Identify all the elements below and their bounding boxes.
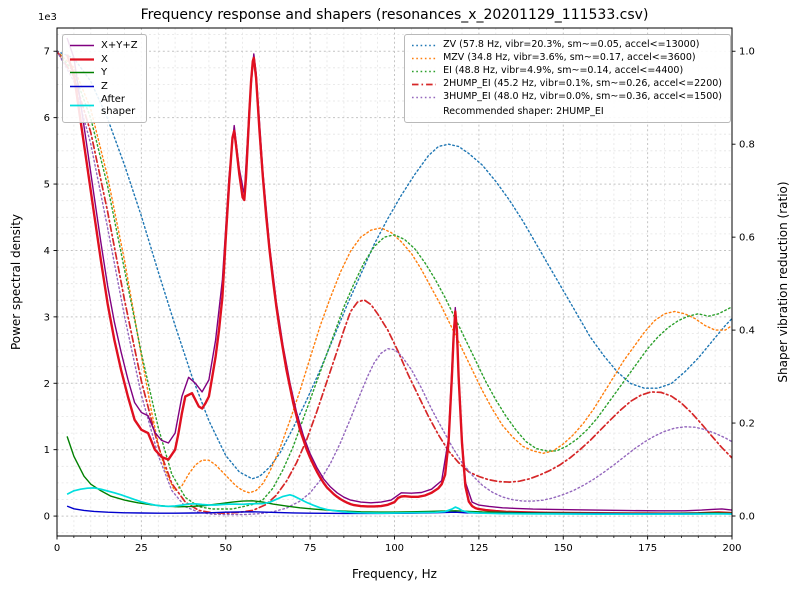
curve-psd-x — [65, 54, 732, 515]
y-right-tick-label: 0.8 — [739, 140, 755, 151]
legend-swatch-3hump-ei — [412, 96, 437, 99]
y-axis-left-label: Power spectral density — [9, 213, 23, 351]
x-axis-label: Frequency, Hz — [352, 567, 437, 581]
legend-swatch-2hump-ei — [412, 83, 437, 86]
legend-item-label: X — [101, 53, 108, 65]
legend-item-2hump-ei: 2HUMP_EI (45.2 Hz, vibr=0.1%, sm~=0.26, … — [411, 78, 722, 91]
legend-swatch-z — [70, 85, 94, 87]
legend-item-label: X+Y+Z — [101, 40, 138, 51]
legend-item-3hump-ei: 3HUMP_EI (48.0 Hz, vibr=0.0%, sm~=0.36, … — [411, 91, 722, 104]
legend-item-y: Y — [69, 66, 138, 80]
y-left-tick-label: 7 — [44, 47, 50, 58]
legend-swatch-zv — [412, 44, 437, 47]
y-left-tick-label: 5 — [44, 180, 50, 191]
y-axis-right-label: Shaper vibration reduction (ratio) — [776, 181, 790, 383]
y-left-tick-label: 4 — [44, 246, 50, 257]
legend-item-zv: ZV (57.8 Hz, vibr=20.3%, sm~=0.05, accel… — [411, 39, 722, 52]
legend-item-label: MZV (34.8 Hz, vibr=3.6%, sm~=0.17, accel… — [443, 52, 696, 64]
legend-psd: X+Y+Z X Y Z After shaper — [62, 34, 147, 123]
legend-item-mzv: MZV (34.8 Hz, vibr=3.6%, sm~=0.17, accel… — [411, 52, 722, 65]
y-right-tick-label: 1.0 — [739, 47, 755, 58]
y-left-tick-label: 1 — [44, 445, 50, 456]
y-left-tick-label: 6 — [44, 113, 50, 124]
curve-psd-y — [66, 436, 732, 515]
y-right-tick-label: 0.4 — [739, 326, 755, 337]
curve-psd-xyz — [66, 37, 732, 512]
legend-item-label: 2HUMP_EI (45.2 Hz, vibr=0.1%, sm~=0.26, … — [443, 78, 722, 90]
x-tick-label: 150 — [554, 543, 573, 554]
y-left-tick-label: 3 — [44, 312, 50, 323]
x-tick-label: 0 — [54, 543, 60, 554]
legend-item-xyz: X+Y+Z — [69, 39, 138, 53]
y-left-tick-label: 2 — [44, 379, 50, 390]
legend-item-label: Z — [101, 80, 108, 92]
legend-item-label: Y — [101, 67, 108, 78]
legend-swatch-xyz — [70, 45, 94, 47]
y-axis-offset-text: 1e3 — [38, 12, 57, 23]
legend-swatch-ei — [412, 70, 437, 73]
y-right-tick-label: 0.0 — [739, 512, 755, 523]
legend-item-label: After shaper — [101, 94, 136, 117]
x-tick-label: 125 — [469, 543, 488, 554]
psd-curves-group — [65, 37, 732, 515]
curve-psd-after-shaper — [66, 487, 732, 515]
y-left-tick-label: 0 — [44, 512, 50, 523]
y-right-tick-label: 0.6 — [739, 233, 755, 244]
x-tick-label: 75 — [304, 543, 317, 554]
y-right-tick-label: 0.2 — [739, 419, 755, 430]
x-tick-label: 175 — [638, 543, 657, 554]
curve-shaper-ei — [57, 50, 732, 510]
legend-item-ei: EI (48.8 Hz, vibr=4.9%, sm~=0.14, accel<… — [411, 65, 722, 78]
curve-shaper-2hump-ei — [57, 50, 732, 515]
legend-swatch-x — [70, 58, 94, 61]
legend-item-label: EI (48.8 Hz, vibr=4.9%, sm~=0.14, accel<… — [443, 65, 684, 77]
x-tick-label: 50 — [219, 543, 232, 554]
shaper-curves-group — [57, 50, 732, 516]
x-tick-label: 200 — [722, 543, 741, 554]
legend-item-label: 3HUMP_EI (48.0 Hz, vibr=0.0%, sm~=0.36, … — [443, 91, 722, 103]
curve-shaper-zv — [57, 50, 732, 480]
legend-shapers: ZV (57.8 Hz, vibr=20.3%, sm~=0.05, accel… — [404, 34, 731, 123]
legend-swatch-y — [70, 72, 94, 74]
x-tick-label: 100 — [385, 543, 404, 554]
legend-item-after-shaper: After shaper — [69, 93, 138, 118]
recommended-shaper-note: Recommended shaper: 2HUMP_EI — [443, 106, 604, 117]
legend-item-z: Z — [69, 80, 138, 94]
legend-item-label: ZV (57.8 Hz, vibr=20.3%, sm~=0.05, accel… — [443, 39, 700, 51]
curve-shaper-mzv — [57, 50, 732, 494]
x-tick-label: 25 — [135, 543, 148, 554]
legend-swatch-after-shaper — [70, 104, 94, 107]
chart-title: Frequency response and shapers (resonanc… — [140, 7, 649, 23]
legend-swatch-mzv — [412, 57, 437, 60]
legend-item-x: X — [69, 53, 138, 67]
curve-shaper-3hump-ei — [57, 50, 732, 516]
